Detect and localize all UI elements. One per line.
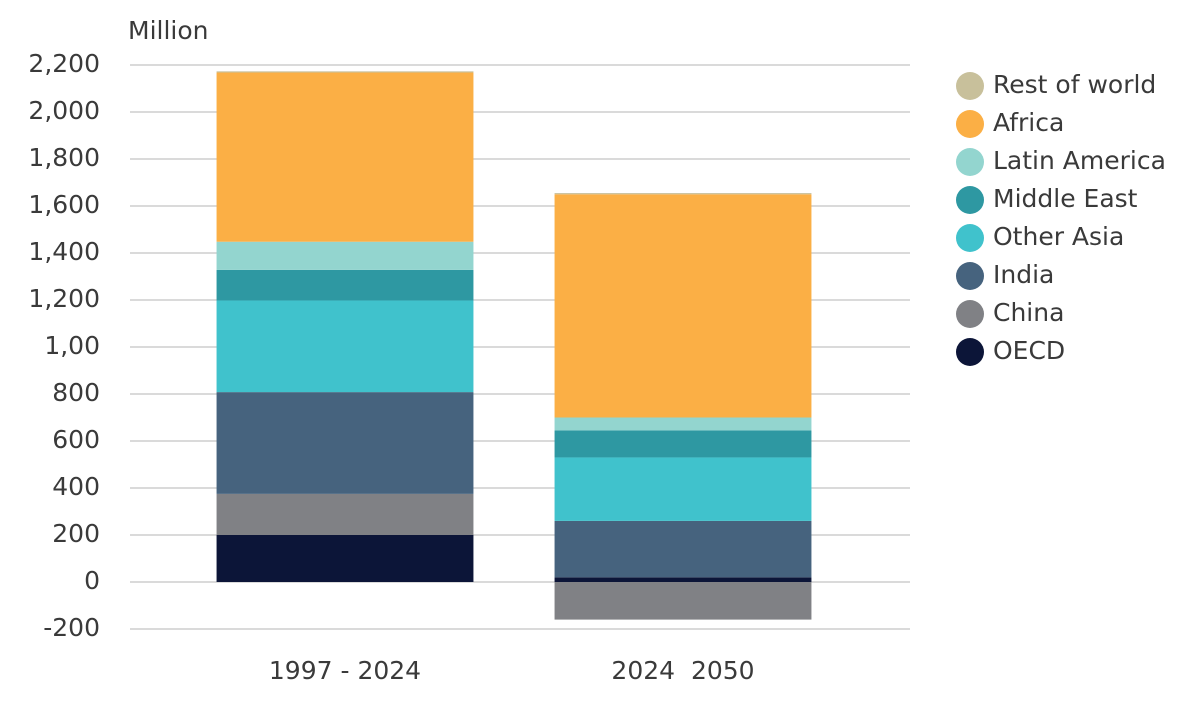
bar-segment (216, 535, 474, 582)
bar-segment (216, 71, 474, 73)
legend-swatch (956, 338, 984, 366)
y-tick-label: 1,200 (28, 284, 100, 313)
legend-label: Rest of world (993, 70, 1156, 99)
bar-segment (216, 300, 474, 393)
legend-label: Middle East (993, 184, 1138, 213)
legend-label: Latin America (993, 146, 1166, 175)
y-tick-label: 400 (52, 472, 100, 501)
bar-segment (554, 457, 812, 521)
bar-segment (554, 430, 812, 458)
bar-segment (216, 392, 474, 494)
legend-swatch (956, 262, 984, 290)
y-axis-label: Million (128, 16, 209, 45)
y-tick-label: 1,00 (44, 331, 100, 360)
legend-label: OECD (993, 336, 1065, 365)
bar-segment (554, 194, 812, 418)
y-tick-label: 2,000 (28, 96, 100, 125)
y-tick-label: 200 (52, 519, 100, 548)
bar-segment (554, 577, 812, 582)
x-tick-label: 2024 2050 (611, 656, 754, 685)
legend-label: Other Asia (993, 222, 1124, 251)
legend-swatch (956, 300, 984, 328)
y-tick-label: 1,400 (28, 237, 100, 266)
legend-swatch (956, 72, 984, 100)
y-tick-label: 600 (52, 425, 100, 454)
bar-segment (216, 72, 474, 242)
y-tick-label: 1,800 (28, 143, 100, 172)
bar-segment (216, 493, 474, 535)
bar-segment (554, 417, 812, 431)
legend-swatch (956, 148, 984, 176)
y-tick-label: 800 (52, 378, 100, 407)
bar-segment (554, 193, 812, 195)
x-tick-label: 1997 - 2024 (269, 656, 421, 685)
y-tick-label: 1,600 (28, 190, 100, 219)
bar-segment (216, 269, 474, 301)
legend-label: Africa (993, 108, 1064, 137)
legend-swatch (956, 110, 984, 138)
y-tick-label: 2,200 (28, 49, 100, 78)
legend-swatch (956, 224, 984, 252)
bar-segment (554, 582, 812, 620)
legend-label: China (993, 298, 1064, 327)
bar-segment (216, 241, 474, 270)
legend-swatch (956, 186, 984, 214)
legend-label: India (993, 260, 1054, 289)
bar-segment (554, 520, 812, 578)
y-tick-label: -200 (43, 613, 100, 642)
y-tick-label: 0 (84, 566, 100, 595)
